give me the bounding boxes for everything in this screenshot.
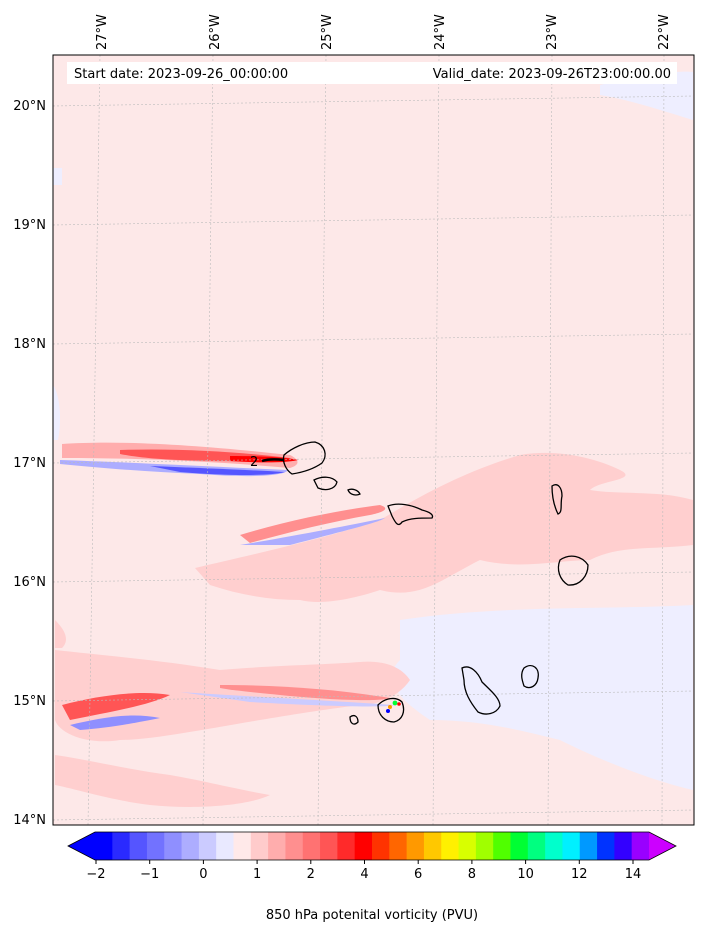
coastlines — [282, 441, 589, 725]
colorbar-cell — [146, 832, 165, 860]
lat-label: 15°N — [13, 694, 46, 709]
colorbar-cells — [95, 832, 650, 860]
colorbar-cell — [493, 832, 511, 860]
colorbar-tick-label: 8 — [468, 867, 476, 882]
latitude-labels: 20°N 19°N 18°N 17°N 16°N 15°N 14°N — [13, 99, 46, 828]
colorbar-cell — [372, 832, 390, 860]
colorbar-tick-label: 14 — [625, 867, 642, 882]
colorbar-tick-label: 12 — [571, 867, 588, 882]
colorbar-cell — [441, 832, 460, 860]
colorbar-extend-high — [649, 832, 676, 860]
colorbar-cell — [95, 832, 113, 860]
colorbar-cell — [406, 832, 425, 860]
lon-label: 23°W — [545, 14, 560, 50]
colorbar-cell — [164, 832, 183, 860]
colorbar-tick-label: 6 — [414, 867, 422, 882]
start-date-text: Start date: 2023-09-26_00:00:00 — [74, 67, 288, 82]
island-santo-antao — [282, 441, 326, 475]
colorbar-cell — [510, 832, 529, 860]
island-santiago — [461, 666, 501, 715]
colorbar-cell — [579, 832, 598, 860]
lon-label: 22°W — [657, 14, 672, 50]
colorbar-cell — [250, 832, 269, 860]
red-streaks — [62, 442, 390, 720]
colorbar-tick-label: 10 — [517, 867, 534, 882]
valid-date-text: Valid_date: 2023-09-26T23:00:00.00 — [433, 67, 671, 82]
island-boa-vista — [557, 555, 589, 586]
colorbar-tick-label: 0 — [199, 867, 207, 882]
lat-label: 20°N — [13, 99, 46, 114]
colorbar-cell — [181, 832, 200, 860]
island-fogo — [377, 697, 405, 723]
colorbar-cell — [112, 832, 131, 860]
contour-line — [261, 458, 285, 463]
colorbar-cell — [233, 832, 252, 860]
island-santa-luzia — [347, 488, 361, 496]
colorbar-cell — [302, 832, 321, 860]
map-frame — [52, 54, 695, 826]
colorbar-cell — [545, 832, 563, 860]
colorbar-extend-low — [68, 832, 95, 860]
colorbar-cell — [458, 832, 477, 860]
fogo-spots — [386, 700, 401, 713]
colorbar-tick-label: −2 — [86, 867, 105, 882]
colorbar-tick-label: 2 — [307, 867, 315, 882]
colorbar-outline — [67, 831, 677, 861]
lat-label: 19°N — [13, 218, 46, 233]
lon-label: 26°W — [208, 14, 223, 50]
colorbar-cell — [475, 832, 494, 860]
colorbar-cell — [527, 832, 546, 860]
island-sal — [551, 484, 563, 515]
colorbar-cell — [198, 832, 217, 860]
lat-label: 16°N — [13, 575, 46, 590]
map-panel: 2 — [52, 54, 695, 826]
lat-label: 18°N — [13, 337, 46, 352]
info-box — [67, 62, 677, 84]
colorbar-cell — [614, 832, 633, 860]
lat-label: 17°N — [13, 456, 46, 471]
colorbar: −2 −1 0 1 2 4 6 8 10 12 14 850 hPa potenital vorti… — [67, 831, 677, 923]
island-sao-nicolau — [387, 503, 434, 526]
colorbar-label: 850 hPa potenital vorticity (PVU) — [266, 908, 478, 923]
colorbar-cell — [423, 832, 442, 860]
island-brava — [349, 715, 359, 725]
colorbar-cell — [354, 832, 373, 860]
colorbar-cell — [129, 832, 148, 860]
island-sao-vicente — [313, 476, 338, 491]
blue-streaks — [60, 460, 395, 730]
colorbar-ticks: −2 −1 0 1 2 4 6 8 10 12 14 — [86, 860, 641, 882]
gridlines — [52, 54, 694, 826]
island-maio — [521, 664, 539, 689]
colorbar-tick-label: 4 — [360, 867, 368, 882]
colorbar-cell — [285, 832, 304, 860]
colorbar-cell — [631, 832, 650, 860]
lat-label: 14°N — [13, 813, 46, 828]
colorbar-tick-label: 1 — [253, 867, 261, 882]
colorbar-cell — [597, 832, 615, 860]
colorbar-cell — [320, 832, 338, 860]
longitude-labels: 27°W 26°W 25°W 24°W 23°W 22°W — [95, 14, 672, 50]
lon-label: 24°W — [433, 14, 448, 50]
colorbar-cell — [562, 832, 581, 860]
lon-label: 27°W — [95, 14, 110, 50]
colorbar-cell — [337, 832, 356, 860]
contour-label: 2 — [250, 455, 258, 470]
colorbar-cell — [389, 832, 408, 860]
colorbar-tick-label: −1 — [140, 867, 159, 882]
lon-label: 25°W — [320, 14, 335, 50]
colorbar-cell — [216, 832, 234, 860]
colorbar-cell — [268, 832, 286, 860]
